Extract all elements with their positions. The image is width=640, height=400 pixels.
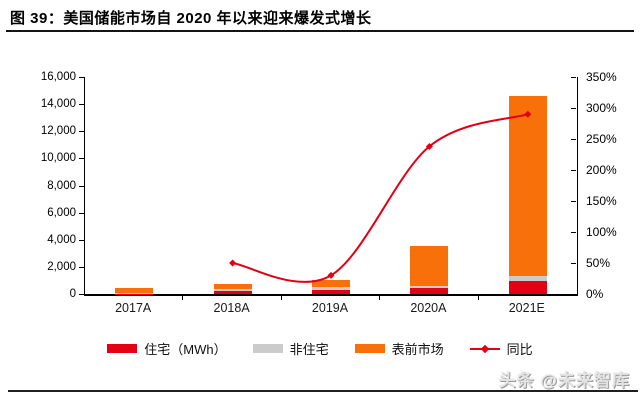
yoy-marker — [229, 259, 237, 267]
yoy-line-series — [229, 110, 532, 283]
x-axis-category-label: 2019A — [311, 301, 349, 315]
figure-title: 图 39：美国储能市场自 2020 年以来迎来爆发式增长 — [10, 10, 372, 27]
bar-segment-front-of-meter — [312, 278, 350, 287]
secondary-axis-tick-label: 200% — [586, 163, 617, 177]
y-axis-tick — [79, 212, 84, 214]
y-axis-tick-label: 0 — [69, 288, 76, 300]
y-axis-tick — [79, 77, 84, 78]
secondary-axis-tick-label: 350% — [586, 70, 617, 84]
x-axis-category-label: 2021E — [508, 301, 545, 315]
legend-line-dot — [480, 344, 489, 353]
secondary-axis-tick — [571, 77, 576, 78]
secondary-axis-tick-label: 0% — [586, 287, 604, 301]
y-axis-tick-label: 10,000 — [40, 152, 76, 165]
y-axis-tick — [79, 294, 84, 295]
legend-item: 表前市场 — [354, 339, 444, 358]
secondary-axis-tick — [571, 170, 576, 171]
secondary-axis-tick-label: 300% — [586, 101, 617, 115]
y-axis-tick — [79, 104, 84, 106]
legend-line-marker — [469, 344, 500, 353]
yoy-marker — [425, 142, 433, 150]
legend-swatch — [354, 344, 385, 353]
bar-segment-residential — [508, 280, 547, 294]
x-axis-tick — [280, 296, 282, 300]
secondary-axis-tick — [571, 108, 576, 109]
x-axis-category-label: 2018A — [213, 301, 250, 315]
secondary-axis-tick-label: 150% — [586, 194, 617, 208]
secondary-axis-tick-label: 250% — [586, 132, 617, 146]
x-axis-tick — [379, 296, 381, 300]
secondary-axis-tick — [571, 139, 576, 140]
legend-label: 同比 — [506, 342, 533, 357]
legend-label: 非住宅 — [289, 342, 329, 357]
x-axis-tick — [477, 296, 479, 300]
legend-item: 同比 — [469, 339, 533, 358]
bar-segment-residential — [312, 289, 350, 294]
y-axis-tick-label: 2,000 — [47, 260, 76, 273]
yoy-line — [232, 113, 529, 283]
legend-label: 表前市场 — [391, 342, 444, 357]
yoy-marker — [524, 110, 532, 118]
y-axis-tick-label: 12,000 — [40, 125, 76, 138]
secondary-axis-tick — [571, 263, 576, 264]
title-divider — [6, 30, 634, 32]
bottom-divider — [8, 390, 638, 392]
secondary-axis-tick — [571, 232, 576, 233]
plot-area — [84, 77, 578, 296]
bar-segment-non-residential — [115, 292, 154, 294]
bar-segment-front-of-meter — [213, 282, 252, 290]
watermark: 头条 @未来智库 — [498, 371, 630, 390]
y-axis-tick-label: 4,000 — [47, 233, 76, 246]
legend-item: 非住宅 — [252, 339, 329, 358]
x-axis-tick — [182, 296, 184, 300]
legend-item: 住宅（MWh） — [107, 339, 227, 358]
bar-segment-front-of-meter — [508, 95, 547, 276]
legend-swatch — [107, 344, 138, 353]
secondary-axis-tick-label: 100% — [586, 225, 617, 239]
y-axis-tick — [79, 158, 84, 160]
chart-legend: 住宅（MWh） 非住宅 表前市场 同比 — [0, 339, 640, 358]
x-axis-category-label: 2020A — [410, 301, 447, 315]
bar-segment-front-of-meter — [410, 244, 449, 287]
legend-swatch — [252, 344, 283, 353]
bar-segment-non-residential — [213, 289, 252, 292]
secondary-axis-tick-label: 50% — [586, 256, 611, 270]
secondary-axis-tick — [571, 201, 576, 202]
bar-segment-residential — [213, 291, 252, 294]
bar-segment-front-of-meter — [115, 287, 154, 293]
x-axis-category-label: 2017A — [115, 301, 152, 315]
legend-label: 住宅（MWh） — [144, 342, 227, 357]
y-axis-tick-label: 16,000 — [40, 71, 76, 83]
y-axis-tick-label: 6,000 — [47, 206, 76, 219]
y-axis-tick — [79, 266, 84, 268]
bar-segment-residential — [410, 288, 449, 294]
y-axis-tick — [79, 239, 84, 241]
y-axis-tick-label: 8,000 — [47, 179, 76, 192]
yoy-marker — [327, 271, 335, 279]
y-axis-tick-label: 14,000 — [40, 98, 76, 111]
y-axis-tick — [79, 131, 84, 133]
y-axis-tick — [79, 185, 84, 187]
